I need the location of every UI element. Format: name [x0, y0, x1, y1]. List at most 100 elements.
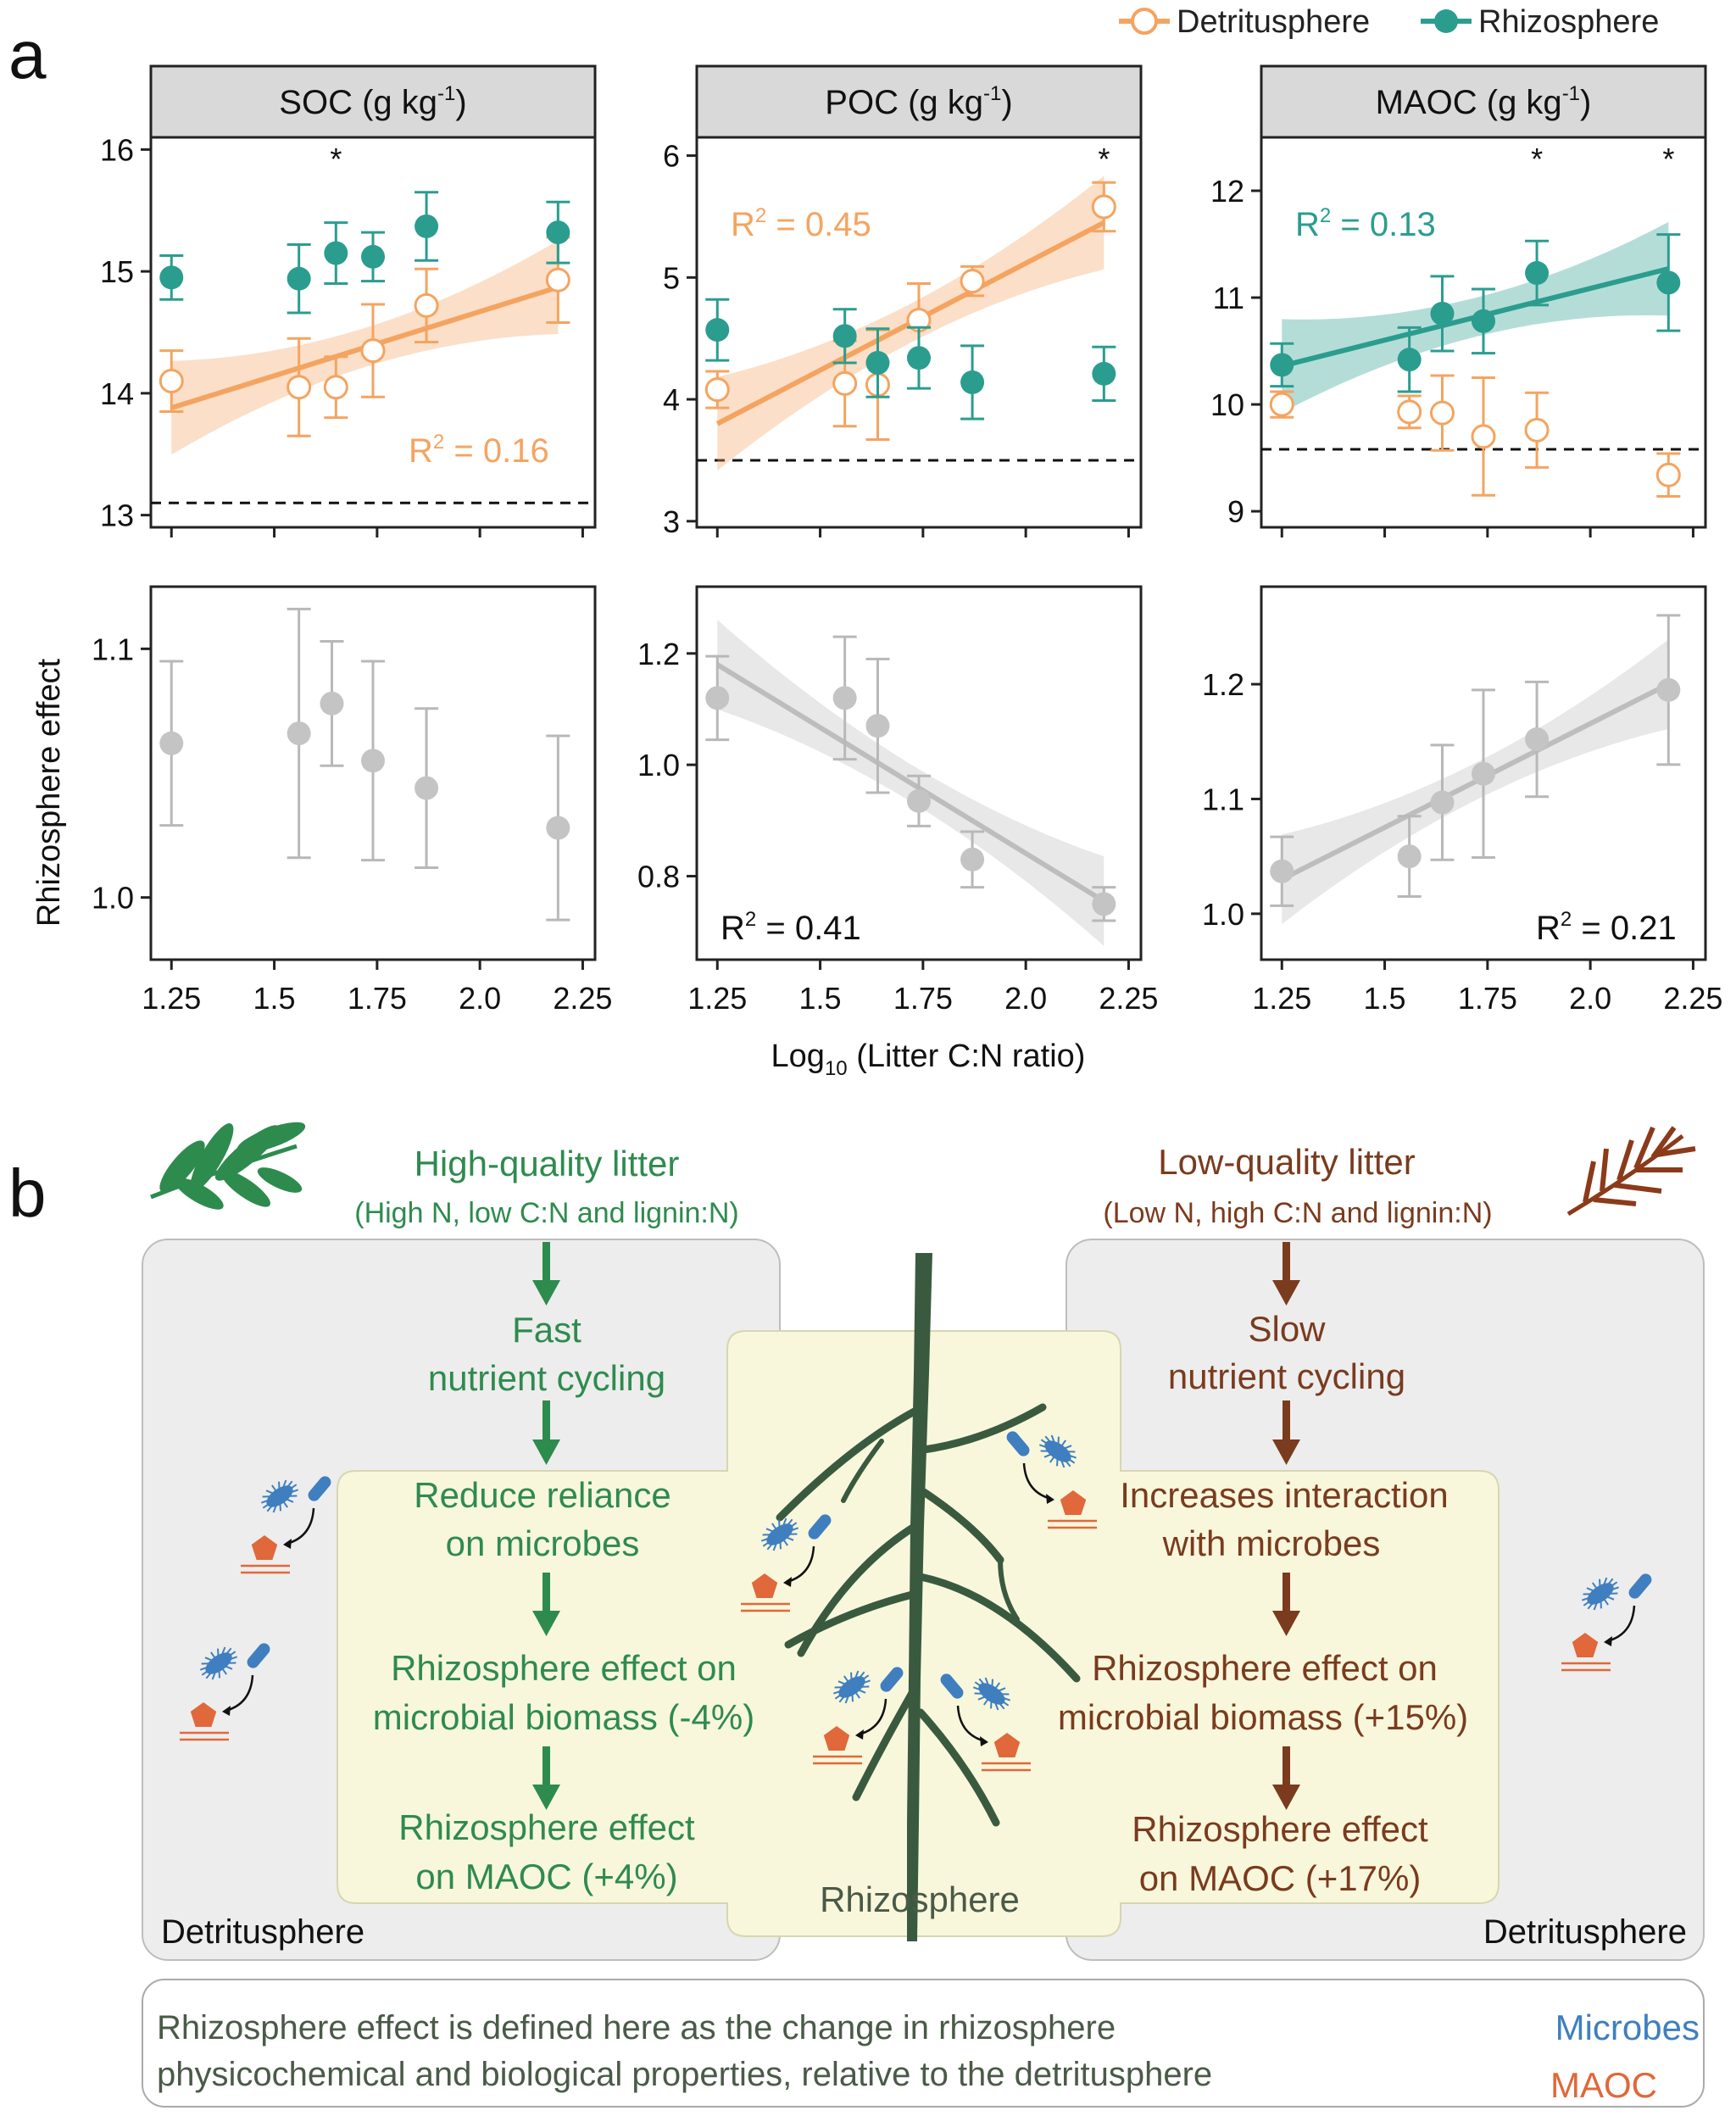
left-step4-line1: Rhizosphere effect [398, 1807, 695, 1847]
microbe-maoc-icons [180, 1431, 1652, 2106]
y-tick-label: 11 [1213, 281, 1244, 315]
definition-line2: physicochemical and biological propertie… [157, 2056, 1212, 2093]
legend-detritusphere-label: Detritusphere [1177, 4, 1370, 40]
rod-microbe-icon [1006, 1431, 1030, 1456]
x-tick-label: 1.75 [348, 981, 407, 1016]
y-tick-label: 4 [663, 382, 680, 417]
left-step2-line2: on microbes [446, 1523, 640, 1563]
r-squared-label: R2 = 0.16 [409, 431, 549, 470]
x-tick-label: 1.5 [799, 981, 842, 1016]
x-tick-label: 2.25 [1663, 981, 1722, 1016]
data-point [545, 267, 570, 292]
x-axis-title: Log10 (Litter C:N ratio) [771, 1039, 1086, 1080]
spiky-microbe-icon [1038, 1434, 1077, 1468]
y-tick-label: 1.0 [92, 881, 134, 916]
y-tick-label: 1.0 [637, 748, 680, 782]
data-point [704, 377, 730, 403]
spiky-microbe-icon [260, 1479, 299, 1513]
spiky-microbe-icon [832, 1670, 871, 1704]
data-point [960, 370, 985, 394]
y-tick-label: 12 [1210, 174, 1244, 209]
y-tick-label: 14 [100, 376, 134, 411]
left-flow: High-quality litter (High N, low C:N and… [354, 1144, 754, 1896]
left-step1-line2: nutrient cycling [428, 1358, 665, 1398]
plot-frame [695, 136, 1143, 529]
left-step3-line2: microbial biomass (-4%) [373, 1697, 754, 1737]
maoc-pentagon-icon [1060, 1490, 1087, 1515]
green-leaf-icon [150, 1122, 306, 1210]
plot-frame [695, 585, 1143, 961]
plots: SOC (g kg-1) 13 14 15 16 * R2 = 0.16 POC (g kg-… [92, 64, 1722, 1016]
data-point [1397, 348, 1422, 372]
data-point [361, 749, 385, 773]
y-tick-label: 1.1 [1202, 782, 1244, 816]
y-tick-label: 16 [100, 132, 134, 167]
significance-star: * [1098, 142, 1110, 176]
strip-title: POC (g kg-1) [825, 82, 1012, 121]
significance-star: * [1662, 142, 1674, 176]
microbe-maoc-cluster [180, 1643, 270, 1741]
data-point [1524, 417, 1550, 443]
chart-3: 1.0 1.1 1.25 1.5 1.75 2.0 2.25 [92, 585, 612, 1016]
data-point [832, 324, 857, 348]
microbe-maoc-cluster [940, 1673, 1031, 1772]
data-point [287, 721, 311, 746]
y-tick-label: 9 [1227, 494, 1244, 529]
data-point [832, 686, 857, 710]
y-tick-label: 1.1 [92, 632, 134, 666]
right-step1-line1: Slow [1248, 1309, 1326, 1349]
data-point [1655, 462, 1681, 487]
right-title: Low-quality litter [1158, 1142, 1415, 1182]
r-squared-label: R2 = 0.41 [721, 908, 861, 947]
plot-frame [149, 136, 597, 529]
data-point [159, 265, 184, 290]
data-point [1270, 353, 1294, 377]
left-title: High-quality litter [415, 1144, 680, 1183]
left-zone-label: Detritusphere [161, 1913, 364, 1951]
spiky-microbe-icon [760, 1517, 799, 1551]
panel-a-label: a [8, 17, 47, 92]
data-point [361, 244, 385, 269]
brown-leaf-icon [1566, 1126, 1696, 1217]
microbe-maoc-cluster [741, 1514, 832, 1612]
data-point [1525, 261, 1550, 286]
key-maoc-label: MAOC [1550, 2065, 1657, 2105]
r-squared-label: R2 = 0.45 [731, 204, 871, 243]
data-point [960, 847, 985, 871]
right-step3-line1: Rhizosphere effect on [1092, 1648, 1438, 1688]
root-illustration [776, 1253, 1081, 1941]
x-tick-label: 1.25 [687, 981, 747, 1016]
microbe-maoc-cluster [813, 1667, 904, 1765]
plot-frame [1260, 136, 1707, 529]
data-point [960, 269, 985, 294]
right-flow: Low-quality litter (Low N, high C:N and … [1058, 1142, 1493, 1898]
left-step2-line1: Reduce reliance [414, 1475, 671, 1515]
significance-star: * [330, 142, 342, 176]
left-step3-line1: Rhizosphere effect on [391, 1648, 737, 1688]
r-squared-label: R2 = 0.21 [1536, 908, 1677, 947]
spiky-microbe-icon [1581, 1577, 1620, 1611]
left-step1-line1: Fast [512, 1310, 581, 1350]
legend-rhizosphere-label: Rhizosphere [1478, 4, 1659, 40]
x-tick-label: 2.0 [1004, 981, 1047, 1016]
data-point [546, 220, 570, 245]
data-point [832, 370, 858, 396]
chart-2: MAOC (g kg-1) 9 10 11 12 * * R2 = 0.13 [1210, 64, 1707, 537]
data-point [320, 691, 344, 716]
x-tick-label: 1.5 [1364, 981, 1406, 1016]
rod-microbe-icon [247, 1643, 270, 1668]
definition-box [142, 1979, 1705, 2108]
right-step4-line2: on MAOC (+17%) [1139, 1858, 1422, 1898]
data-point [907, 346, 931, 370]
x-tick-label: 1.75 [1458, 981, 1517, 1016]
r-squared-label: R2 = 0.13 [1295, 204, 1436, 243]
right-subtitle: (Low N, high C:N and lignin:N) [1103, 1197, 1492, 1229]
legend-rhizosphere-marker [1434, 9, 1458, 33]
panel-b-label: b [8, 1155, 47, 1231]
svg-text:Log10 (Litter C:N ratio): Log10 (Litter C:N ratio) [771, 1039, 1086, 1080]
maoc-pentagon-icon [993, 1733, 1021, 1757]
rod-microbe-icon [808, 1514, 832, 1540]
data-point [865, 714, 890, 738]
data-point [287, 375, 312, 400]
